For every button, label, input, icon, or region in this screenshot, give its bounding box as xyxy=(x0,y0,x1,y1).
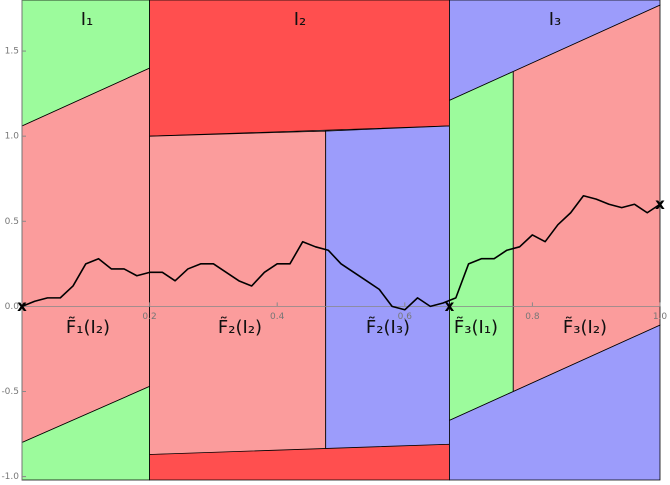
y-tick-label: -1.0 xyxy=(1,472,19,482)
x-tick-label: 1.0 xyxy=(653,312,668,322)
y-tick-label: 1.0 xyxy=(5,132,20,142)
annotation: F̃₃(I₁) xyxy=(454,317,498,338)
x-tick-label: 0.2 xyxy=(142,312,156,322)
marker: x xyxy=(445,297,455,315)
region xyxy=(449,70,514,422)
annotation: I₂ xyxy=(294,9,307,30)
region xyxy=(449,324,661,481)
region xyxy=(149,0,450,137)
annotation: F̃₂(I₃) xyxy=(366,317,410,338)
annotation: F̃₃(I₂) xyxy=(563,317,607,338)
annotation: I₁ xyxy=(81,9,94,30)
annotation: F̃₂(I₂) xyxy=(218,317,262,338)
region xyxy=(325,125,450,452)
x-tick-label: 0.6 xyxy=(398,312,413,322)
marker: x xyxy=(655,195,665,213)
y-tick-label: -0.5 xyxy=(1,387,19,397)
y-tick-label: 1.5 xyxy=(5,47,19,57)
marker: x xyxy=(17,297,27,315)
annotation: I₃ xyxy=(549,9,562,30)
annotation: F̃₁(I₂) xyxy=(66,317,110,338)
y-tick-label: 0.0 xyxy=(5,302,20,312)
random-walk xyxy=(21,194,661,311)
region xyxy=(149,130,327,455)
x-tick-label: 0.4 xyxy=(270,312,285,322)
x-tick-label: 0.8 xyxy=(525,312,540,322)
region xyxy=(21,67,151,444)
y-tick-label: 0.5 xyxy=(5,217,19,227)
